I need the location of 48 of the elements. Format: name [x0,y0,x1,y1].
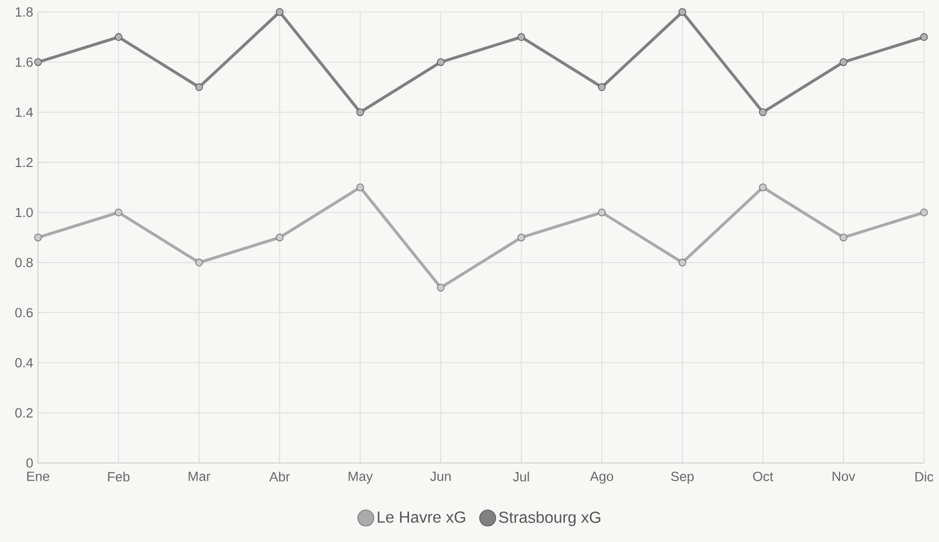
point [276,234,284,242]
y-tick-label: 0.8 [15,258,33,268]
x-tick-label: Feb [108,472,130,482]
point [436,284,445,292]
point [114,33,122,41]
y-tick-label: 1.6 [16,57,33,67]
x-tick-label: Abr [269,472,290,482]
x-tick-label: Jul [512,472,529,482]
x-tick-label: Sep [671,472,694,484]
y-tick-label: 0.6 [15,308,33,318]
y-tick-label: 0 [26,458,33,468]
y-tick-label: 1.4 [16,108,33,117]
point [34,58,42,66]
y-tick-label: 0.4 [15,358,33,368]
y-tick-label: 1.8 [16,7,33,17]
point [759,184,767,192]
x-tick-label: Ene [27,472,50,481]
point [598,208,606,216]
x-tick-label: Dic [915,472,934,482]
y-tick-label: 1.0 [16,208,33,218]
x-tick-label: Nov [832,472,856,481]
x-tick-label: Ago [590,472,614,484]
point [356,108,364,116]
point [840,58,848,66]
x-tick-label: Jun [430,472,451,481]
point [678,8,686,16]
x-tick-label: Mar [188,472,210,481]
point [114,208,122,216]
y-tick-label: 0.2 [15,408,33,418]
point [436,58,445,66]
y-tick-label: 1.2 [16,158,33,167]
point [840,234,848,242]
point [517,33,526,41]
x-tick-label: Oct [753,472,774,482]
point [678,258,686,266]
point [195,83,203,92]
legend-label: Strasbourg xG [499,511,600,526]
point [195,258,203,266]
point [598,83,606,92]
point [356,184,364,192]
point [920,33,928,41]
point [920,208,928,216]
legend-label: Le Havre xG [378,511,466,523]
point [517,234,526,242]
point [34,234,42,242]
point [759,108,767,116]
point [276,8,284,16]
x-tick-label: May [348,472,373,484]
